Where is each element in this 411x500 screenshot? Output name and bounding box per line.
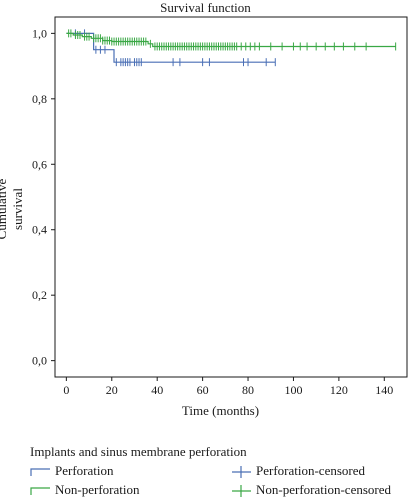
censor-marks: [68, 29, 397, 67]
y-tick-label: 0,2: [32, 288, 47, 302]
y-tick-label: 0,0: [32, 354, 47, 368]
x-tick-label: 80: [242, 383, 254, 397]
x-tick-label: 40: [151, 383, 163, 397]
axis-ticks: 0 20 40 60 80 100 120 140 0,0 0,2 0,4 0,6 0,8 1,0: [32, 26, 393, 397]
y-tick-label: 0,4: [32, 223, 47, 237]
x-axis-label: Time (months): [181, 403, 260, 418]
legend-title: Implants and sinus membrane perforation: [30, 444, 247, 459]
legend-label-perforation-censored: Perforation-censored: [256, 463, 366, 478]
chart-title: Survival function: [160, 0, 251, 15]
x-tick-label: 120: [330, 383, 348, 397]
survival-chart: 0 20 40 60 80 100 120 140 0,0 0,2 0,4 0,6 0,8 1,0: [32, 16, 408, 397]
legend-label-non-perforation: Non-perforation: [55, 482, 140, 497]
legend-label-non-perforation-censored: Non-perforation-censored: [256, 482, 391, 497]
legend-step-icon: [30, 468, 50, 476]
y-tick-label: 0,8: [32, 92, 47, 106]
y-tick-label: 0,6: [32, 157, 47, 171]
plot-area: [54, 16, 408, 378]
x-tick-label: 100: [284, 383, 302, 397]
y-tick-label: 1,0: [32, 26, 47, 40]
x-tick-label: 20: [106, 383, 118, 397]
legend-censor-icon: [232, 466, 251, 478]
legend-step-icon: [30, 487, 50, 495]
legend-label-perforation: Perforation: [55, 463, 114, 478]
x-tick-label: 0: [63, 383, 69, 397]
legend-censor-icon: [232, 485, 251, 497]
x-tick-label: 140: [375, 383, 393, 397]
x-tick-label: 60: [197, 383, 209, 397]
y-axis-label: Cumulative survival: [0, 178, 25, 240]
